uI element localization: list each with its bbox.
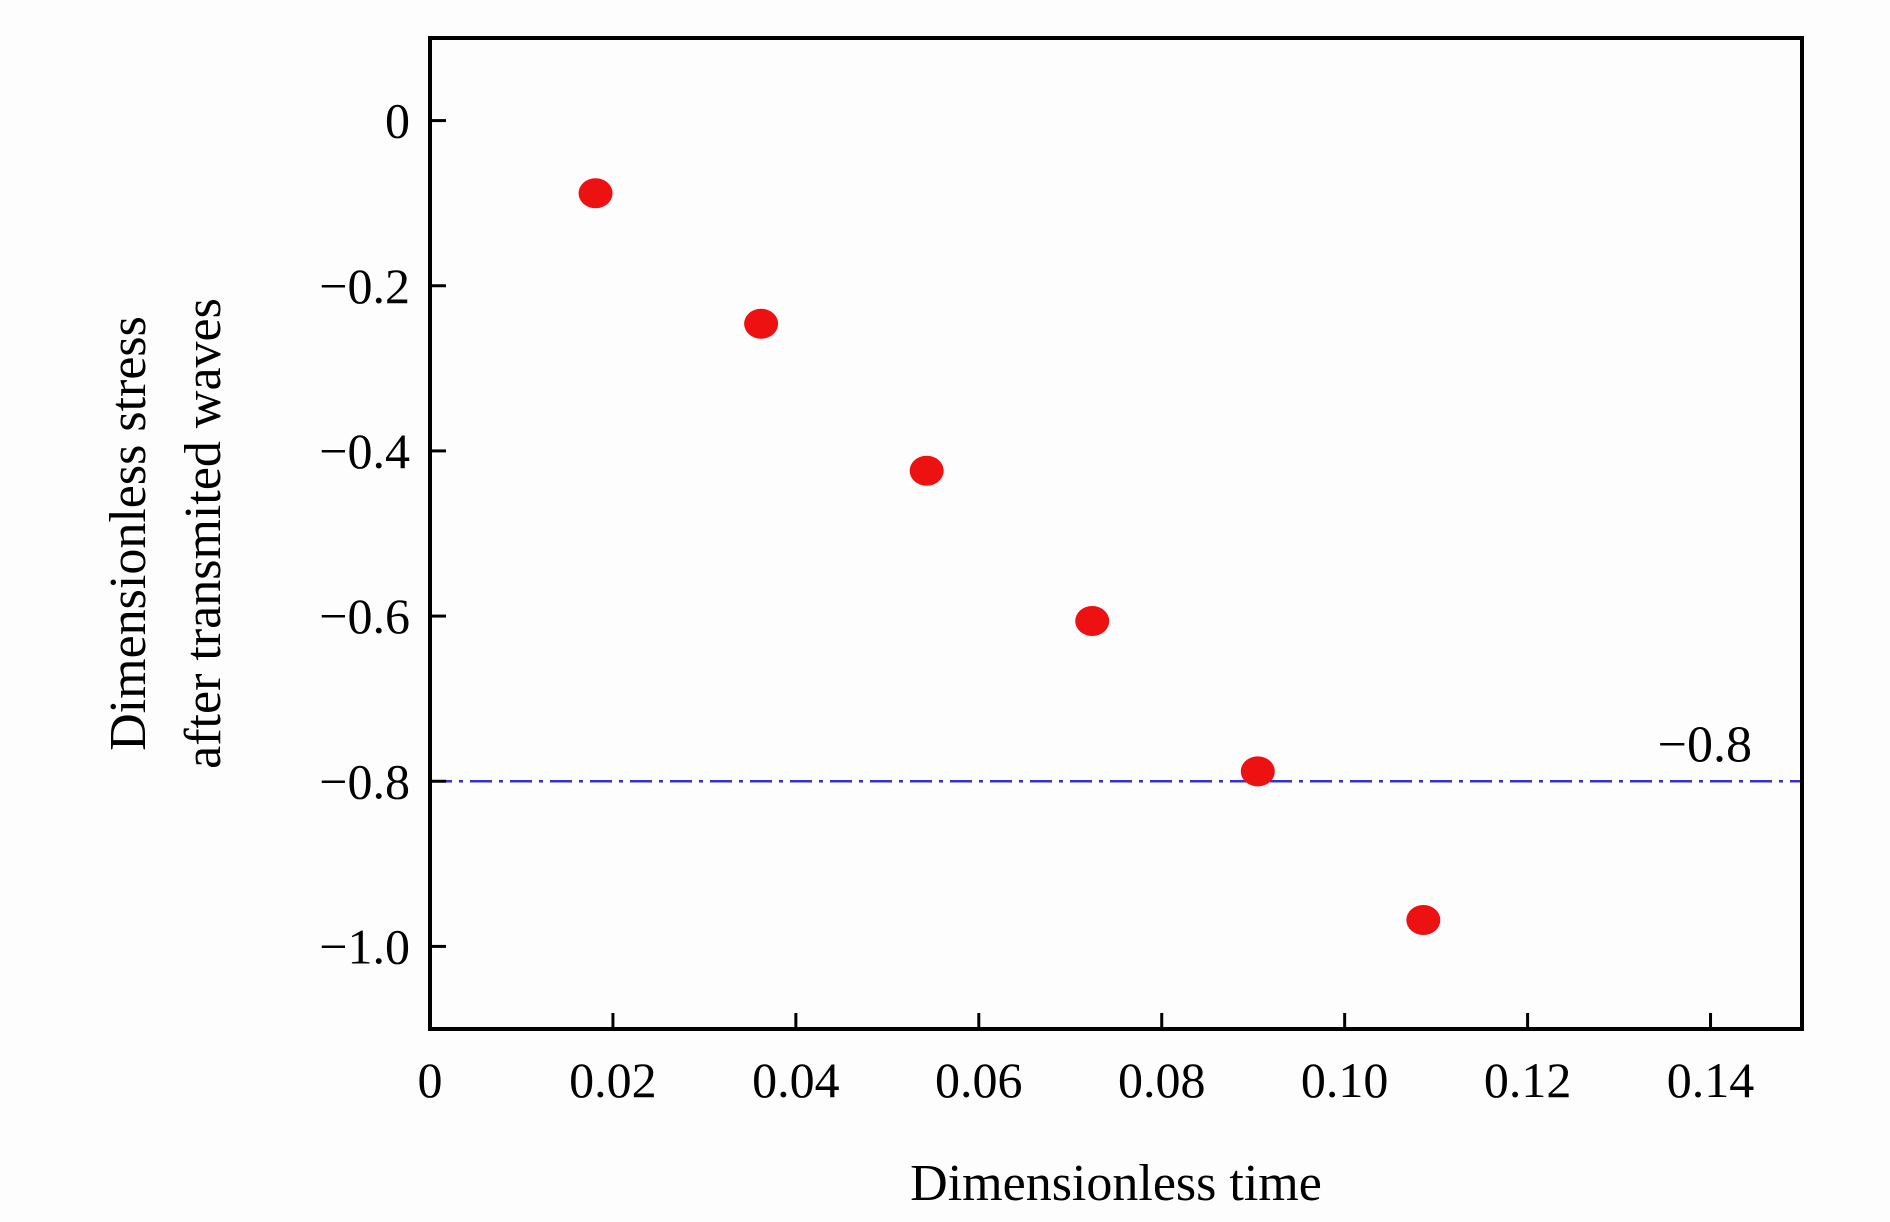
y-axis-title: Dimensionless stress after transmited wa… xyxy=(100,298,232,769)
data-point xyxy=(1406,904,1441,935)
y-tick-label: −0.2 xyxy=(319,258,410,314)
y-tick-label: −0.6 xyxy=(319,588,410,644)
y-axis-title-line-1: Dimensionless stress xyxy=(100,316,157,751)
y-tick-label: −0.4 xyxy=(319,423,410,479)
reference-line-label: −0.8 xyxy=(1658,716,1752,773)
data-point xyxy=(1240,756,1275,787)
ticks: 0 0.02 0.04 0.06 0.08 0.10 0.12 0.14 0 −0.2 −0.4 −0… xyxy=(319,93,1754,1108)
y-tick-label: −1.0 xyxy=(319,918,410,974)
plot-frame xyxy=(428,36,1804,1031)
x-tick-label: 0.02 xyxy=(569,1052,657,1108)
data-point xyxy=(578,178,613,209)
data-point xyxy=(909,455,944,486)
y-tick-label: 0 xyxy=(385,93,410,149)
y-tick-label: −0.8 xyxy=(319,753,410,809)
x-tick-label: 0 xyxy=(418,1052,443,1108)
x-tick-label: 0.12 xyxy=(1484,1052,1572,1108)
x-tick-label: 0.10 xyxy=(1301,1052,1389,1108)
data-points xyxy=(578,178,1441,935)
x-tick-label: 0.04 xyxy=(752,1052,840,1108)
x-tick-label: 0.06 xyxy=(935,1052,1023,1108)
y-axis-title-line-2: after transmited waves xyxy=(175,298,232,769)
x-tick-label: 0.14 xyxy=(1667,1052,1755,1108)
data-point xyxy=(1075,606,1110,637)
x-tick-label: 0.08 xyxy=(1118,1052,1206,1108)
data-point xyxy=(744,308,779,339)
x-axis-title: Dimensionless time xyxy=(910,1155,1322,1212)
